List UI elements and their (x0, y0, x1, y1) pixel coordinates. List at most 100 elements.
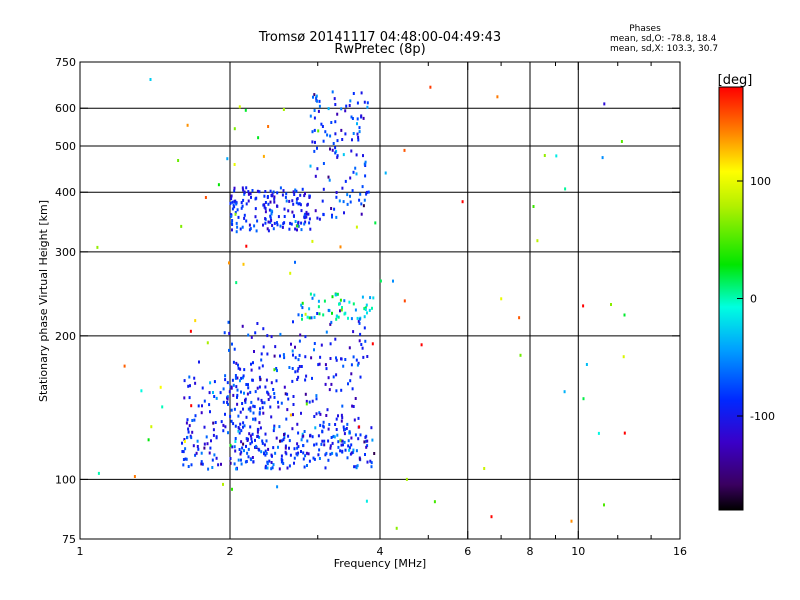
data-point (284, 450, 287, 454)
data-point (250, 195, 252, 199)
data-point (364, 160, 367, 164)
data-point (266, 462, 269, 466)
data-point (250, 400, 253, 404)
data-point (403, 148, 406, 152)
data-point (242, 198, 245, 202)
data-point (272, 190, 275, 194)
data-point (187, 427, 190, 431)
data-point (356, 117, 359, 121)
data-point (334, 423, 337, 426)
data-point (282, 189, 285, 193)
data-point (238, 427, 241, 431)
data-point (278, 425, 281, 429)
data-point (331, 148, 334, 152)
data-point (245, 437, 248, 441)
data-point (288, 439, 291, 443)
data-point (273, 392, 276, 395)
data-point (352, 302, 355, 306)
data-point (360, 91, 363, 95)
data-point (361, 295, 364, 299)
data-point (207, 467, 210, 471)
chart-title: Tromsø 20141117 04:48:00-04:49:43 (258, 30, 501, 45)
data-point (242, 374, 245, 378)
data-point (256, 322, 259, 325)
data-point (237, 366, 240, 370)
data-point (433, 500, 436, 504)
data-point (241, 446, 244, 450)
data-point (266, 352, 269, 356)
data-point (277, 215, 280, 219)
data-point (297, 313, 300, 317)
data-point (336, 139, 339, 143)
data-point (293, 214, 295, 218)
data-point (276, 221, 278, 225)
data-point (285, 417, 288, 421)
data-point (244, 460, 247, 464)
data-point (334, 103, 337, 106)
data-point (302, 457, 305, 461)
data-point (290, 342, 292, 346)
data-point (252, 404, 255, 408)
data-point (363, 100, 366, 104)
data-point (233, 407, 236, 411)
data-point (304, 454, 307, 458)
data-point (282, 438, 285, 442)
data-point (256, 434, 259, 438)
data-point (346, 422, 349, 426)
data-point (242, 407, 244, 411)
data-point (316, 216, 319, 220)
data-point (317, 363, 320, 367)
data-point (233, 163, 236, 166)
data-point (292, 353, 294, 357)
data-point (222, 429, 225, 433)
data-point (371, 342, 374, 346)
data-point (267, 229, 270, 233)
data-point (191, 419, 194, 422)
data-point (296, 422, 299, 426)
data-point (206, 442, 209, 446)
data-point (254, 445, 256, 449)
data-point (328, 309, 331, 313)
data-point (248, 223, 251, 227)
data-point (331, 441, 334, 445)
data-point (298, 339, 301, 343)
data-point (268, 208, 271, 212)
data-point (341, 138, 344, 141)
data-point (336, 292, 339, 296)
data-point (242, 262, 245, 266)
data-point (260, 398, 263, 402)
data-point (263, 443, 266, 447)
data-point (307, 452, 310, 456)
data-point (263, 203, 266, 207)
data-point (177, 159, 180, 162)
colorbar-tick-label: 100 (750, 175, 771, 188)
data-point (355, 172, 358, 176)
data-point (288, 366, 291, 369)
data-point (222, 423, 225, 427)
y-tick-label: 100 (55, 473, 76, 486)
data-point (231, 445, 234, 449)
data-point (288, 227, 291, 231)
data-point (348, 430, 351, 434)
data-point (226, 395, 229, 399)
data-point (570, 519, 573, 523)
data-point (320, 343, 323, 347)
data-point (347, 316, 349, 320)
data-point (500, 297, 503, 301)
data-point (355, 358, 358, 362)
data-point (335, 317, 338, 321)
data-point (268, 459, 271, 463)
data-point (335, 389, 338, 393)
data-point (185, 421, 188, 425)
data-point (312, 95, 314, 99)
data-point (339, 298, 342, 302)
data-point (181, 441, 183, 445)
data-point (270, 381, 273, 385)
data-point (235, 385, 238, 389)
data-point (245, 219, 248, 223)
data-point (181, 450, 184, 453)
data-point (603, 102, 606, 106)
data-point (254, 215, 257, 219)
data-point (261, 364, 264, 368)
data-point (325, 367, 328, 371)
